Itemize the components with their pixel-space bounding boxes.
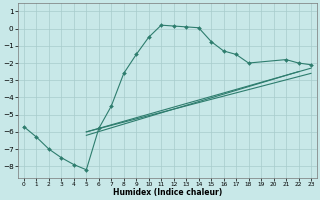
X-axis label: Humidex (Indice chaleur): Humidex (Indice chaleur) bbox=[113, 188, 222, 197]
